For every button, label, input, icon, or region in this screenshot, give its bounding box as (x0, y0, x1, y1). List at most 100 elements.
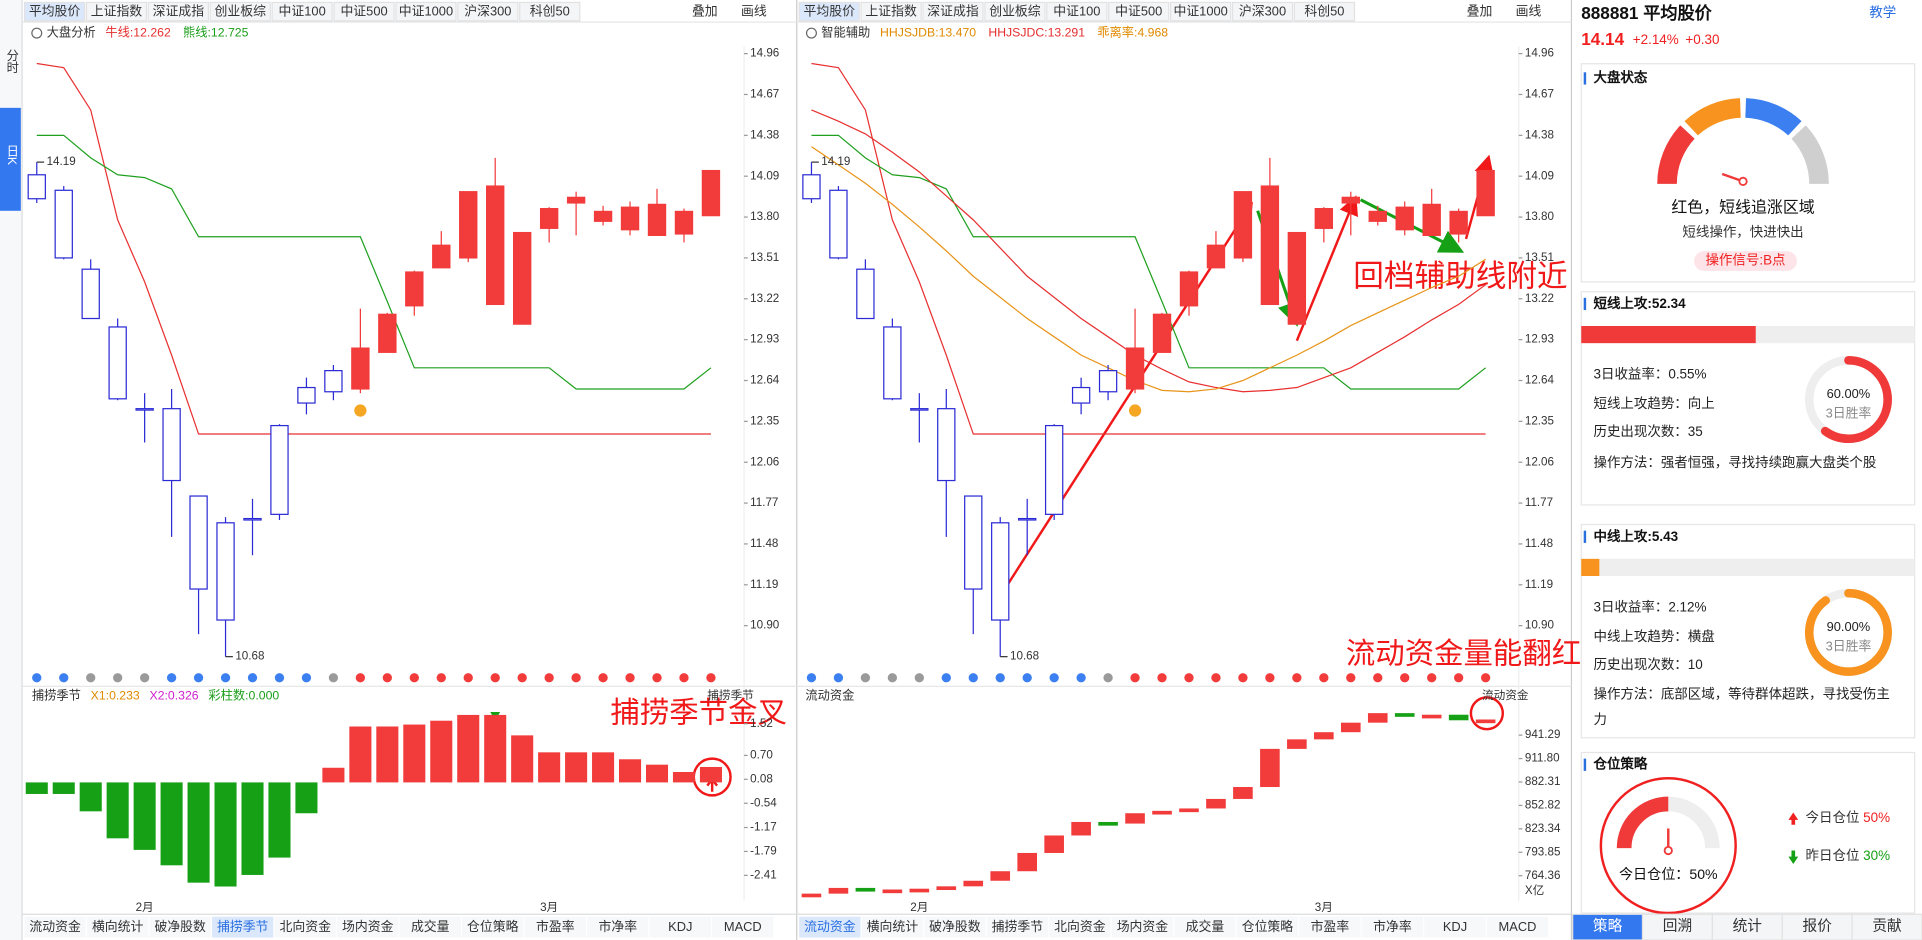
bottom-tab[interactable]: 场内资金 (342, 919, 394, 934)
bottom-tab-bg[interactable] (861, 916, 924, 938)
tab[interactable]: 沪深300 (1239, 4, 1286, 19)
bottom-tab-bg[interactable] (1299, 916, 1361, 938)
tab-bg[interactable] (209, 1, 271, 22)
tab-bg[interactable] (1293, 1, 1356, 22)
bottom-tab-bg[interactable] (1486, 916, 1549, 938)
side-tab[interactable]: 策略 (1593, 917, 1623, 934)
bottom-tab[interactable]: MACD (724, 919, 762, 934)
bottom-tab[interactable]: 北向资金 (279, 919, 331, 934)
bottom-tab[interactable]: 流动资金 (29, 919, 81, 934)
tab[interactable]: 上证指数 (91, 4, 143, 19)
tab-bg[interactable] (333, 1, 395, 22)
sidebar-active[interactable] (0, 107, 21, 211)
tab-bg[interactable] (519, 1, 581, 22)
bottom-tab-bg[interactable] (649, 916, 711, 938)
tool-button[interactable]: 画线 (1516, 4, 1542, 19)
sidebar-tab[interactable]: 分时 (5, 49, 19, 74)
tab-bg[interactable] (147, 1, 209, 22)
bottom-tab-bg[interactable] (587, 916, 649, 938)
bottom-tab[interactable]: 捕捞季节 (217, 919, 269, 934)
bottom-tab[interactable]: 市净率 (1373, 919, 1412, 934)
bottom-tab[interactable]: 横向统计 (867, 919, 919, 934)
tab-bg[interactable] (271, 1, 333, 22)
tab-bg[interactable] (1231, 1, 1294, 22)
tab[interactable]: 中证100 (279, 4, 326, 19)
bottom-tab-bg[interactable] (1424, 916, 1486, 938)
collapse-icon[interactable] (805, 27, 817, 39)
bottom-tab[interactable]: 市净率 (598, 919, 637, 934)
tab[interactable]: 中证100 (1053, 4, 1100, 19)
bottom-tab-bg[interactable] (1049, 916, 1111, 938)
bottom-tab[interactable]: 成交量 (411, 919, 450, 934)
bottom-tab-bg[interactable] (24, 916, 86, 938)
tab-bg[interactable] (85, 1, 148, 22)
side-tab-bg[interactable] (1851, 913, 1922, 940)
tab[interactable]: 创业板综 (215, 4, 267, 19)
tab[interactable]: 中证500 (340, 4, 387, 19)
bottom-tab[interactable]: 仓位策略 (1242, 919, 1294, 934)
tab[interactable]: 中证1000 (1173, 4, 1227, 19)
bottom-tab-bg[interactable] (1174, 916, 1236, 938)
side-tab[interactable]: 统计 (1733, 917, 1763, 934)
bottom-tab[interactable]: KDJ (1443, 919, 1467, 934)
bottom-tab[interactable]: MACD (1499, 919, 1537, 934)
tab-bg[interactable] (860, 1, 922, 22)
bottom-tab-bg[interactable] (924, 916, 986, 938)
bottom-tab[interactable]: 市盈率 (536, 919, 575, 934)
side-tab[interactable]: 回溯 (1663, 917, 1692, 934)
collapse-icon[interactable] (31, 27, 43, 39)
tab-bg[interactable] (798, 1, 860, 22)
bottom-tab-bg[interactable] (1111, 916, 1174, 938)
bottom-tab[interactable]: 场内资金 (1117, 919, 1169, 934)
bottom-tab[interactable]: 市盈率 (1311, 919, 1350, 934)
bottom-tab-bg[interactable] (274, 916, 336, 938)
bottom-tab-bg[interactable] (799, 916, 861, 938)
bottom-tab-bg[interactable] (1361, 916, 1424, 938)
tab[interactable]: 上证指数 (865, 4, 917, 19)
help-link[interactable]: 教学 (1869, 5, 1896, 20)
tab-bg[interactable] (984, 1, 1046, 22)
bottom-tab[interactable]: 横向统计 (92, 919, 144, 934)
bottom-tab[interactable]: 北向资金 (1054, 919, 1106, 934)
tab[interactable]: 中证1000 (399, 4, 453, 19)
tab[interactable]: 深证成指 (927, 4, 979, 19)
tab-bg[interactable] (395, 1, 457, 22)
bottom-tab[interactable]: KDJ (668, 919, 692, 934)
tab[interactable]: 创业板综 (989, 4, 1041, 19)
bottom-tab-bg[interactable] (399, 916, 461, 938)
tab[interactable]: 平均股价 (804, 4, 856, 19)
tab-bg[interactable] (23, 1, 86, 22)
bottom-tab-bg[interactable] (462, 916, 524, 938)
bottom-tab[interactable]: 流动资金 (804, 919, 856, 934)
bottom-tab-bg[interactable] (87, 916, 149, 938)
tool-button[interactable]: 叠加 (1467, 4, 1493, 19)
side-tab[interactable]: 贡献 (1872, 917, 1902, 934)
tab-bg[interactable] (1169, 1, 1232, 22)
side-tab-bg[interactable] (1641, 913, 1714, 940)
tab-bg[interactable] (1046, 1, 1108, 22)
bottom-tab-bg[interactable] (212, 916, 274, 938)
tab-bg[interactable] (457, 1, 519, 22)
tab[interactable]: 深证成指 (153, 4, 205, 19)
bottom-tab[interactable]: 破净股数 (154, 919, 206, 934)
bottom-tab-bg[interactable] (1236, 916, 1299, 938)
bottom-tab-bg[interactable] (712, 916, 774, 938)
tool-button[interactable]: 叠加 (692, 4, 718, 19)
bottom-tab-bg[interactable] (524, 916, 586, 938)
sidebar-tab[interactable]: 日K (5, 145, 19, 166)
bottom-tab[interactable]: 捕捞季节 (992, 919, 1044, 934)
side-tab-bg[interactable] (1572, 913, 1644, 940)
bottom-tab[interactable]: 成交量 (1186, 919, 1225, 934)
bottom-tab-bg[interactable] (337, 916, 399, 938)
tab[interactable]: 科创50 (530, 4, 570, 19)
tab-bg[interactable] (1108, 1, 1170, 22)
bottom-tab-bg[interactable] (149, 916, 211, 938)
bottom-tab-bg[interactable] (986, 916, 1049, 938)
tab[interactable]: 中证500 (1115, 4, 1162, 19)
tab[interactable]: 平均股价 (29, 4, 81, 19)
tool-button[interactable]: 画线 (741, 4, 767, 19)
side-tab[interactable]: 报价 (1803, 917, 1833, 934)
tab[interactable]: 科创50 (1304, 4, 1344, 19)
tab-bg[interactable] (922, 1, 984, 22)
tab[interactable]: 沪深300 (464, 4, 511, 19)
